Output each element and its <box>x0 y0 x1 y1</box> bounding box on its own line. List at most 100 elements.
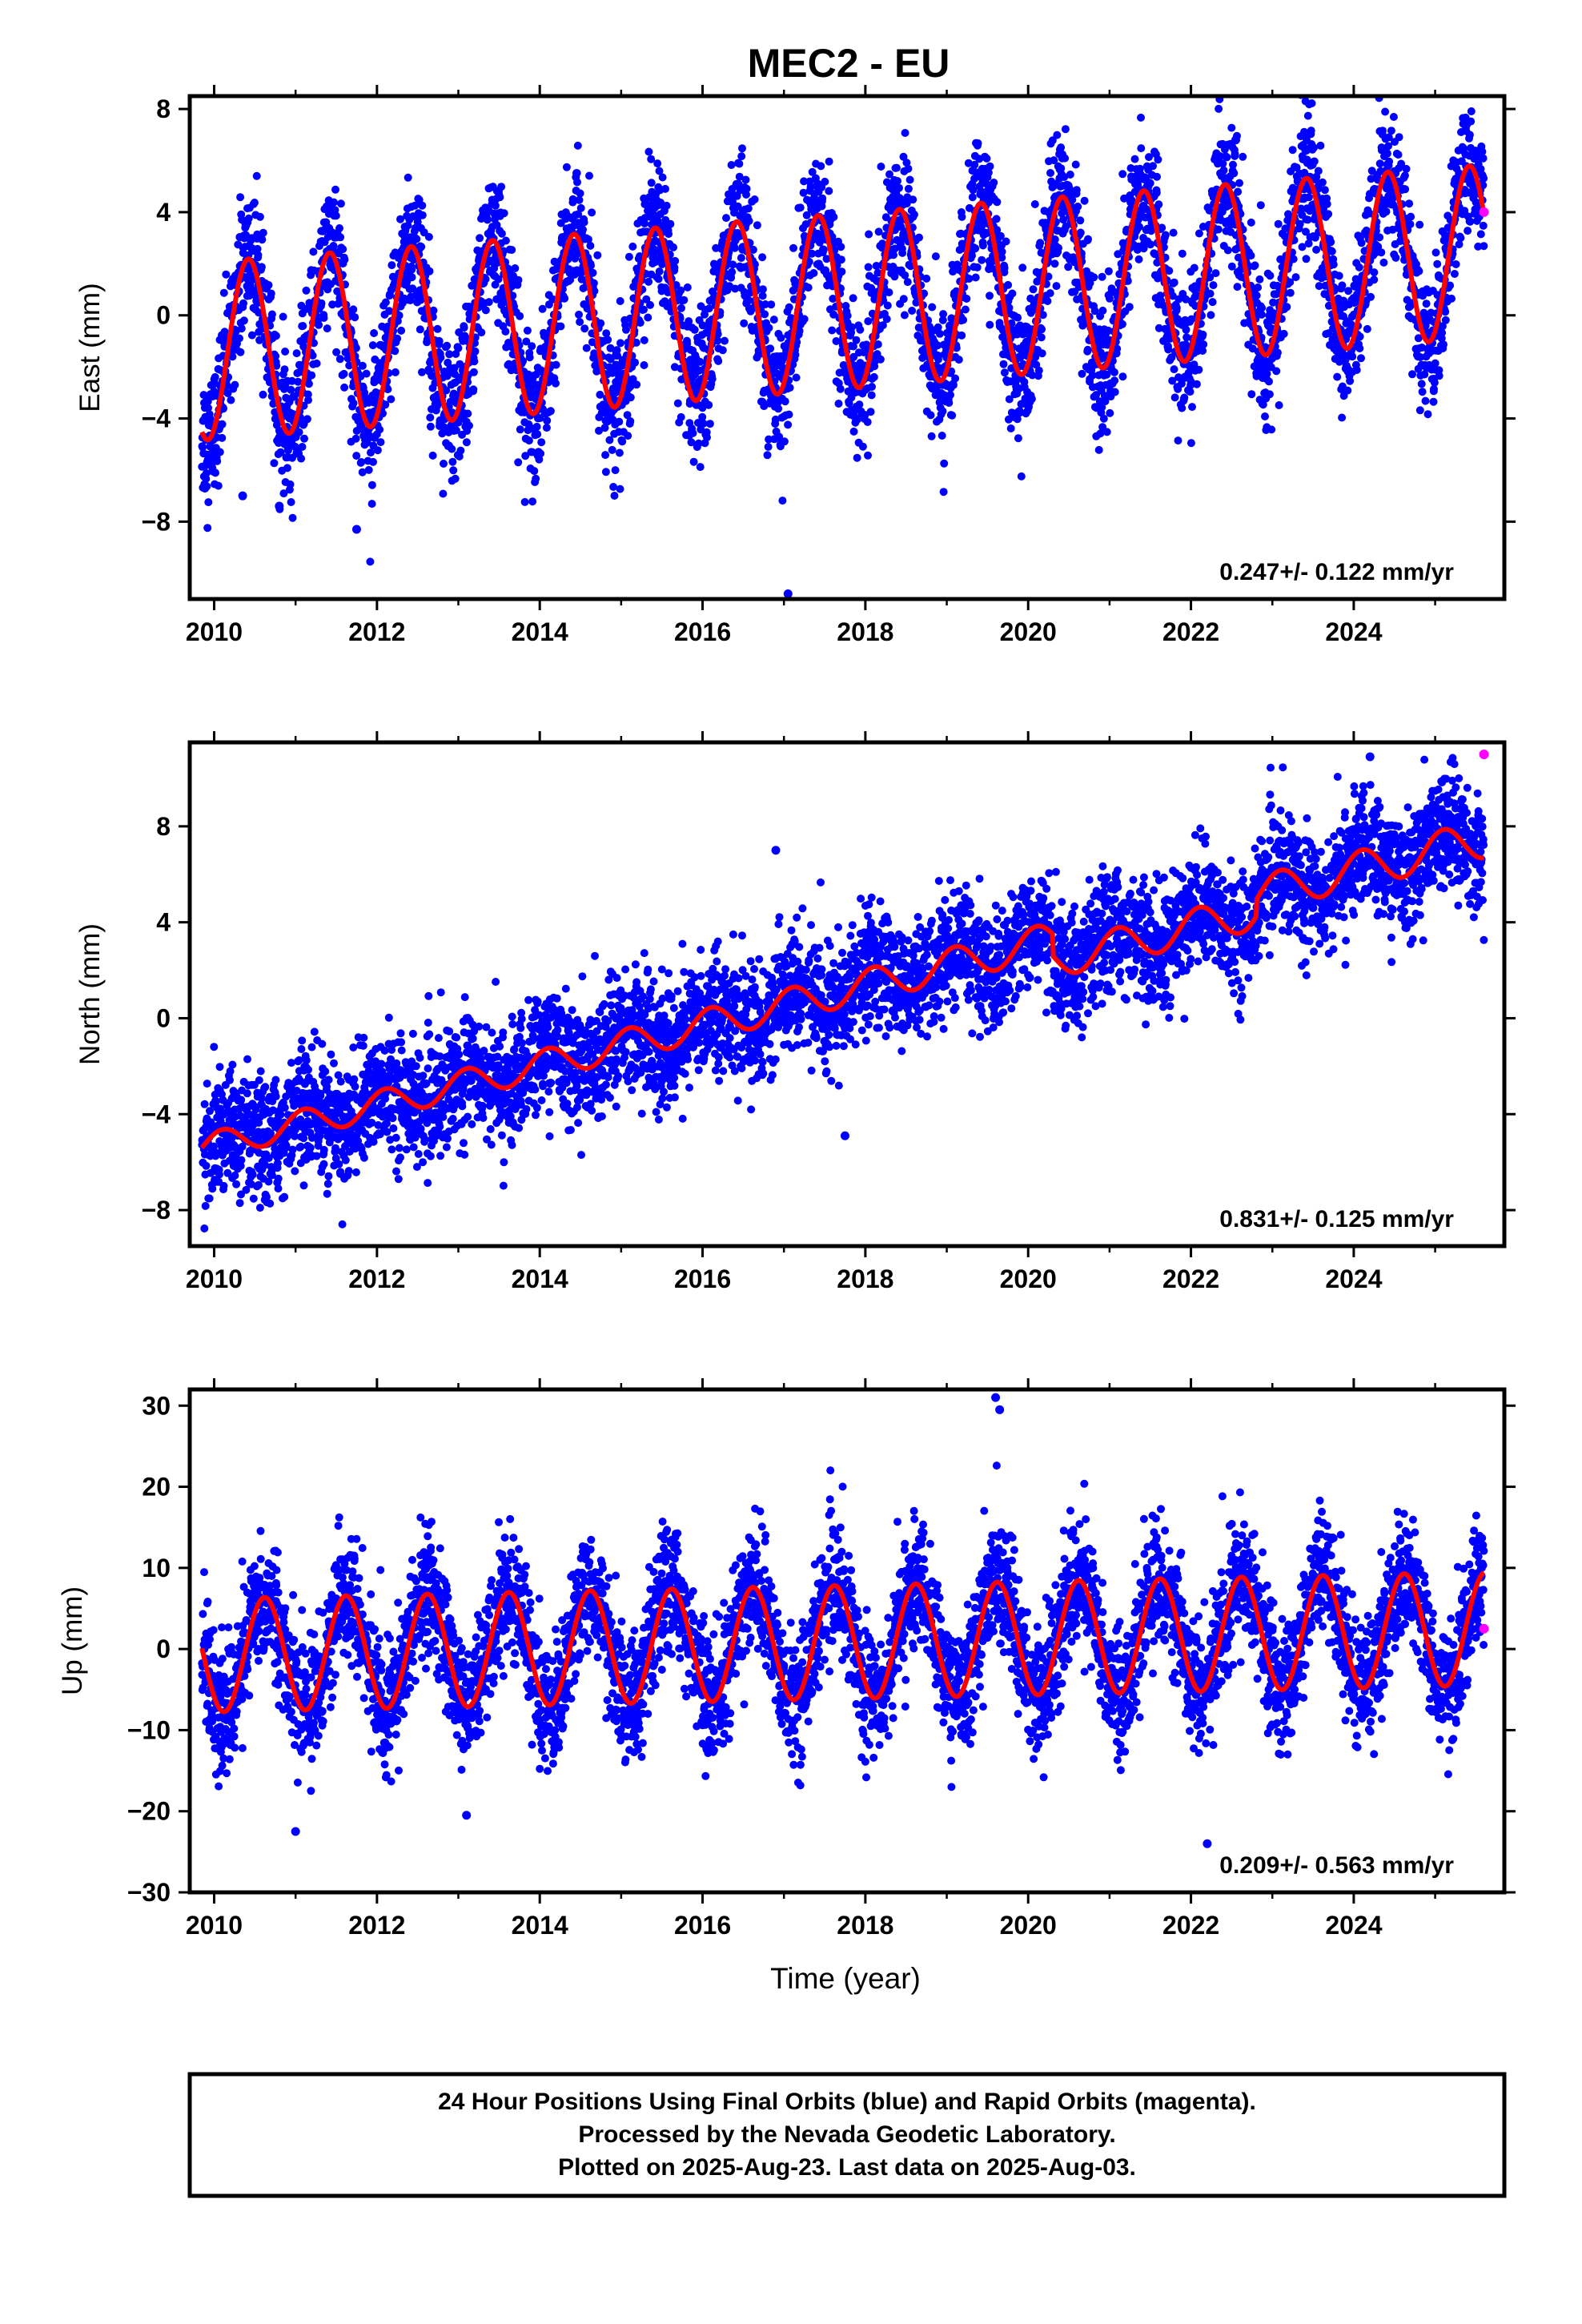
east-data-point <box>300 434 308 443</box>
east-data-point <box>1263 369 1271 378</box>
east-data-point <box>579 225 587 234</box>
east-data-point <box>677 412 685 421</box>
east-data-point <box>358 468 367 476</box>
east-data-point <box>666 219 675 228</box>
east-data-point <box>1178 404 1186 412</box>
east-data-point <box>934 323 942 332</box>
east-data-point <box>878 321 887 330</box>
east-data-point <box>1231 150 1239 159</box>
east-data-point <box>1014 434 1022 443</box>
east-data-point <box>1402 164 1411 173</box>
east-data-point <box>1098 272 1106 281</box>
east-data-point <box>784 420 793 429</box>
east-data-point <box>873 340 882 348</box>
east-data-point <box>294 377 303 386</box>
east-data-point <box>874 227 883 236</box>
east-data-point <box>758 285 767 294</box>
east-data-point <box>460 324 468 332</box>
east-data-point <box>308 352 317 360</box>
east-data-point <box>727 161 736 169</box>
east-data-point <box>244 214 253 223</box>
east-data-point <box>729 197 737 206</box>
east-data-point <box>1435 372 1443 380</box>
east-data-point <box>781 397 789 406</box>
east-data-point <box>986 162 994 171</box>
east-data-point <box>1211 269 1220 278</box>
east-data-point <box>335 224 343 232</box>
east-data-point <box>1273 348 1282 357</box>
east-data-point <box>433 324 442 333</box>
east-data-point <box>1014 313 1022 322</box>
east-data-point <box>1235 179 1243 187</box>
east-data-point <box>609 483 618 491</box>
east-data-point <box>247 331 256 340</box>
east-data-point <box>802 211 811 219</box>
east-data-point <box>302 286 311 295</box>
east-data-point <box>1061 125 1070 134</box>
east-data-point <box>622 325 630 334</box>
east-data-point <box>729 260 737 269</box>
east-data-point <box>469 385 478 394</box>
east-data-point <box>800 315 809 324</box>
east-data-point <box>964 159 973 167</box>
east-data-point <box>227 396 235 404</box>
east-data-point <box>454 344 463 352</box>
east-data-point <box>364 465 373 474</box>
east-data-point <box>999 360 1008 368</box>
east-data-point <box>731 284 740 293</box>
east-data-point <box>866 408 875 416</box>
east-data-point <box>602 329 611 338</box>
east-data-point <box>867 391 876 400</box>
east-data-point <box>1384 142 1392 151</box>
east-data-point <box>646 300 654 309</box>
east-data-point <box>1381 107 1390 116</box>
east-data-point <box>439 489 448 498</box>
east-data-point <box>1265 377 1273 386</box>
east-data-point <box>1397 159 1406 168</box>
east-data-point <box>1338 413 1347 422</box>
east-data-point <box>1000 263 1009 272</box>
east-data-point <box>391 347 400 356</box>
east-data-point <box>1017 472 1026 480</box>
east-data-point <box>202 468 211 477</box>
east-data-point <box>1229 160 1237 169</box>
east-data-point <box>369 457 377 466</box>
east-data-point <box>312 359 321 368</box>
east-data-point <box>944 335 953 344</box>
east-data-point <box>1004 280 1013 289</box>
east-data-point <box>608 445 616 454</box>
east-data-point <box>481 275 490 283</box>
east-data-point <box>761 300 769 308</box>
east-data-point <box>858 442 867 451</box>
east-data-point <box>938 316 947 324</box>
east-data-point <box>1310 157 1319 166</box>
east-data-point <box>284 446 292 455</box>
east-data-point <box>651 258 660 267</box>
east-data-point <box>848 323 856 332</box>
east-data-point <box>795 327 804 336</box>
east-data-point <box>1050 156 1058 165</box>
east-data-point <box>481 306 490 315</box>
east-data-point <box>303 390 312 399</box>
east-data-point <box>532 422 541 431</box>
east-data-point <box>1423 410 1432 419</box>
east-data-point <box>1208 298 1217 307</box>
east-data-point <box>1060 173 1069 181</box>
east-data-point <box>1254 283 1263 292</box>
east-data-point <box>1057 143 1066 152</box>
east-data-point <box>1338 281 1347 290</box>
east-data-point <box>885 288 893 297</box>
east-data-point <box>662 201 671 210</box>
east-data-point <box>661 184 669 193</box>
east-data-point <box>1046 289 1054 298</box>
east-data-point <box>1421 396 1430 405</box>
east-data-point <box>993 198 1002 207</box>
east-data-point <box>1044 272 1053 281</box>
east-data-point <box>863 418 872 426</box>
east-data-point <box>769 316 778 324</box>
east-data-point <box>796 203 805 212</box>
east-data-point <box>1420 310 1429 319</box>
east-data-point <box>825 157 833 166</box>
east-data-point <box>331 185 339 194</box>
